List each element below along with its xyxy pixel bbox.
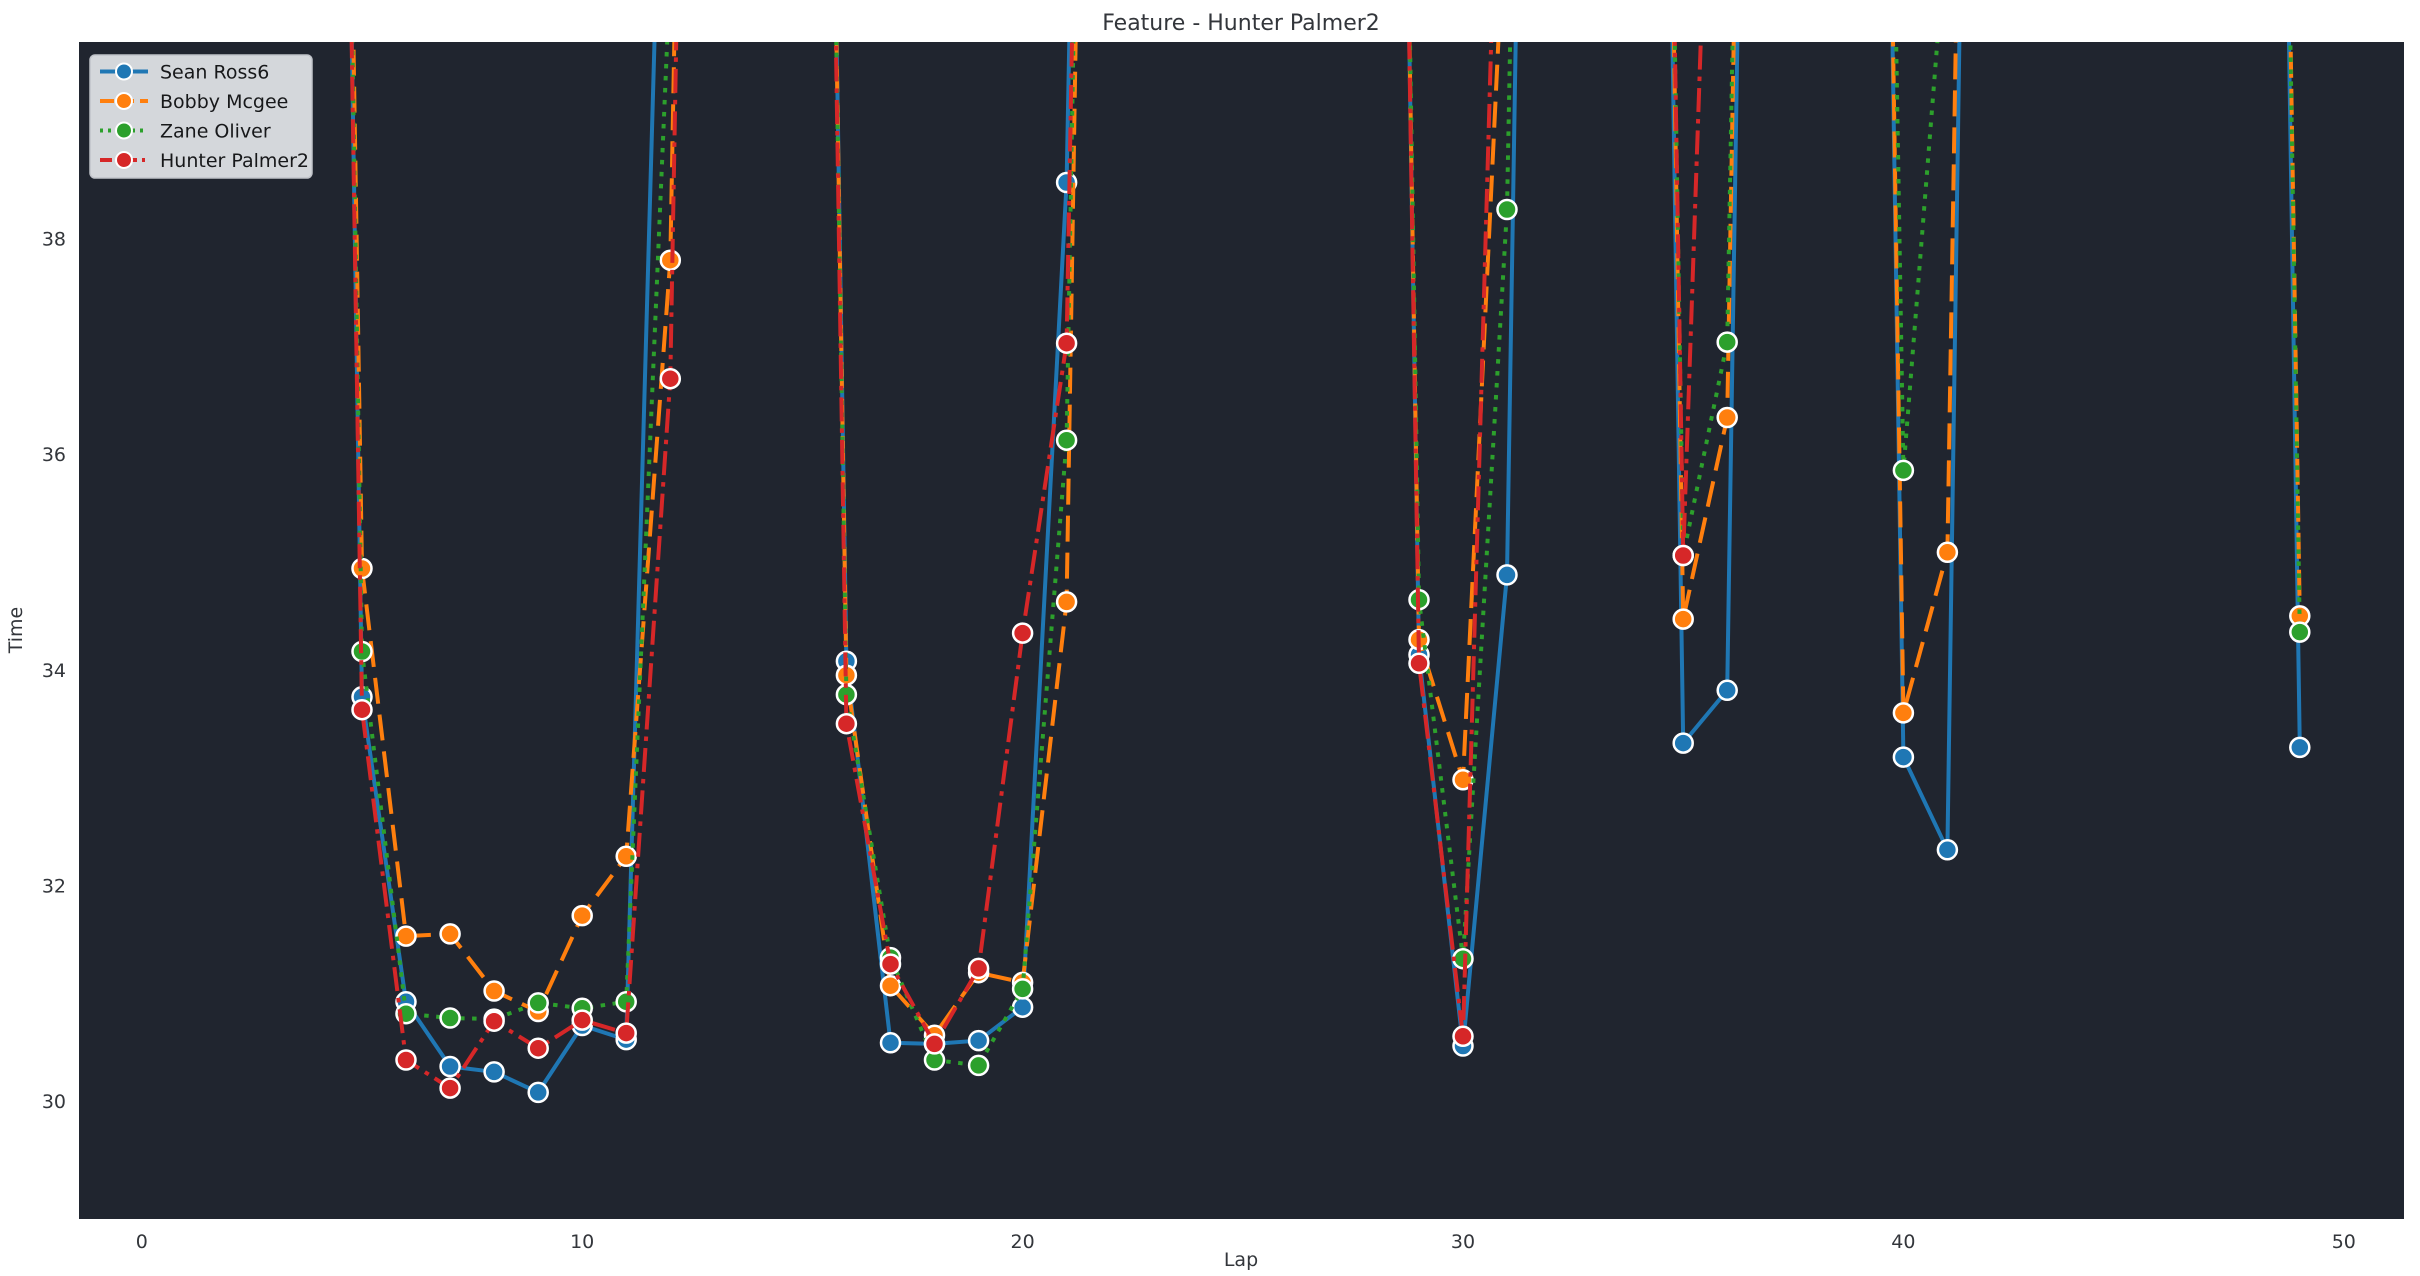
data-point-hunter-palmer2 <box>1408 652 1430 675</box>
data-point-sean-ross6 <box>439 1055 461 1078</box>
data-point-zane-oliver <box>2289 621 2311 643</box>
data-point-sean-ross6 <box>1672 732 1694 754</box>
data-point-sean-ross6 <box>1892 746 1915 768</box>
data-point-bobby-mcgee <box>1672 608 1694 630</box>
data-point-bobby-mcgee <box>1055 591 1078 613</box>
y-axis-label: Time <box>5 607 27 655</box>
legend-box <box>89 54 313 179</box>
legend-marker-bobby-mcgee <box>115 92 133 110</box>
data-point-hunter-palmer2 <box>351 698 373 721</box>
data-point-zane-oliver <box>439 1007 461 1029</box>
data-point-zane-oliver <box>1716 331 1738 353</box>
data-point-hunter-palmer2 <box>1011 622 1034 644</box>
data-point-hunter-palmer2 <box>835 712 858 735</box>
data-point-zane-oliver <box>1496 198 1518 221</box>
data-point-bobby-mcgee <box>1892 702 1915 724</box>
data-point-bobby-mcgee <box>571 904 593 927</box>
data-point-hunter-palmer2 <box>615 1022 637 1044</box>
x-axis-label: Lap <box>1224 1249 1258 1271</box>
plot-area <box>79 42 2404 1219</box>
series-line-sean-ross6 <box>349 42 2302 1095</box>
data-point-hunter-palmer2 <box>1452 1025 1474 1048</box>
data-point-hunter-palmer2 <box>967 957 990 980</box>
data-point-sean-ross6 <box>2289 736 2311 759</box>
legend-item-zane-oliver: Zane Oliver <box>100 121 271 143</box>
x-tick-label: 10 <box>570 1231 594 1253</box>
x-tick-label: 0 <box>136 1231 148 1253</box>
data-point-bobby-mcgee <box>659 249 682 271</box>
x-tick-label: 40 <box>1891 1231 1915 1253</box>
legend: Sean Ross6 Bobby Mcgee Zane Oliver Hunter P… <box>89 54 313 179</box>
data-point-hunter-palmer2 <box>439 1077 461 1099</box>
y-tick-label: 32 <box>42 875 66 897</box>
data-point-zane-oliver <box>1892 459 1915 482</box>
x-tick-label: 20 <box>1011 1231 1035 1253</box>
legend-item-hunter-palmer2: Hunter Palmer2 <box>100 150 309 172</box>
data-point-zane-oliver <box>1011 978 1034 1000</box>
x-tick-label: 30 <box>1451 1231 1475 1253</box>
x-tick-label: 50 <box>2332 1231 2356 1253</box>
data-point-sean-ross6 <box>483 1061 505 1083</box>
data-point-hunter-palmer2 <box>527 1037 549 1059</box>
legend-label-hunter-palmer2: Hunter Palmer2 <box>160 150 309 172</box>
data-point-hunter-palmer2 <box>1672 544 1694 567</box>
y-axis-ticks: 30 32 34 36 38 <box>42 229 66 1113</box>
data-point-sean-ross6 <box>1011 996 1034 1018</box>
data-point-hunter-palmer2 <box>483 1010 505 1032</box>
data-point-sean-ross6 <box>879 1032 902 1054</box>
data-point-bobby-mcgee <box>483 980 505 1002</box>
legend-marker-hunter-palmer2 <box>115 151 133 169</box>
legend-label-bobby-mcgee: Bobby Mcgee <box>160 91 288 113</box>
series-layer <box>349 42 2311 1104</box>
legend-label-sean-ross6: Sean Ross6 <box>160 62 269 84</box>
x-axis-ticks: 0 10 20 30 40 50 <box>136 1231 2356 1253</box>
data-point-sean-ross6 <box>967 1029 990 1052</box>
data-point-bobby-mcgee <box>1716 406 1738 429</box>
y-tick-label: 34 <box>42 660 66 682</box>
data-point-sean-ross6 <box>1496 564 1518 586</box>
y-tick-label: 38 <box>42 229 66 251</box>
chart-title: Feature - Hunter Palmer2 <box>1102 11 1380 36</box>
data-point-bobby-mcgee <box>879 974 902 997</box>
data-point-hunter-palmer2 <box>395 1049 417 1071</box>
y-tick-label: 30 <box>42 1091 66 1113</box>
y-tick-label: 36 <box>42 444 66 466</box>
legend-item-sean-ross6: Sean Ross6 <box>100 62 269 84</box>
data-point-sean-ross6 <box>1716 679 1738 702</box>
data-point-hunter-palmer2 <box>1055 332 1078 354</box>
data-point-hunter-palmer2 <box>879 953 902 975</box>
data-point-sean-ross6 <box>527 1081 549 1104</box>
legend-label-zane-oliver: Zane Oliver <box>160 121 271 143</box>
data-point-bobby-mcgee <box>1936 541 1959 564</box>
legend-item-bobby-mcgee: Bobby Mcgee <box>100 91 288 113</box>
data-point-hunter-palmer2 <box>923 1033 946 1055</box>
data-point-zane-oliver <box>967 1054 990 1077</box>
data-point-bobby-mcgee <box>439 923 461 945</box>
legend-marker-sean-ross6 <box>115 62 133 81</box>
data-point-sean-ross6 <box>1936 839 1959 861</box>
data-point-bobby-mcgee <box>615 845 637 868</box>
series-line-zane-oliver <box>350 42 2302 1068</box>
data-point-zane-oliver <box>1452 947 1474 970</box>
data-point-hunter-palmer2 <box>659 367 682 390</box>
data-point-zane-oliver <box>1055 429 1078 451</box>
series-line-bobby-mcgee <box>351 42 2302 1039</box>
data-point-bobby-mcgee <box>395 925 417 947</box>
legend-marker-zane-oliver <box>115 121 133 140</box>
data-point-hunter-palmer2 <box>571 1009 593 1031</box>
data-point-zane-oliver <box>527 992 549 1014</box>
